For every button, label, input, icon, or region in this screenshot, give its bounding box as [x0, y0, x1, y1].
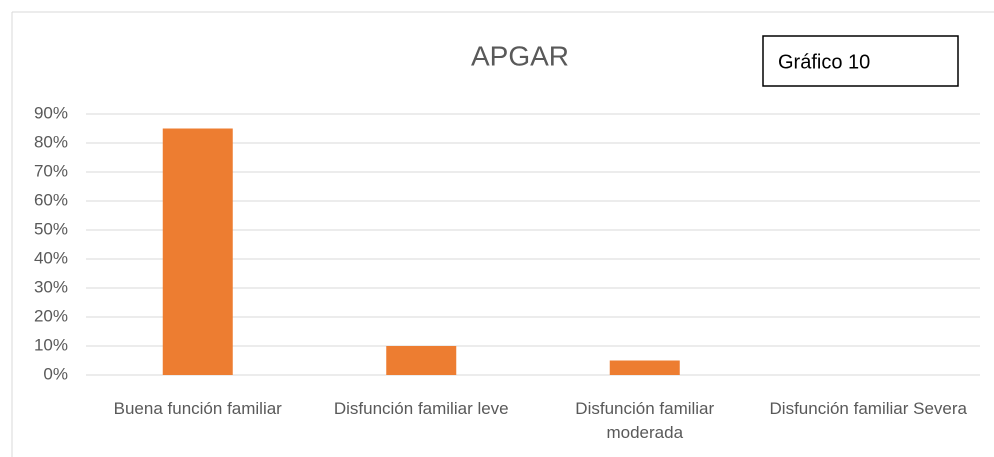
x-tick-label: Disfunción familiar Severa — [769, 399, 967, 418]
y-tick-label: 80% — [34, 132, 68, 151]
x-tick-label: Disfunción familiar leve — [333, 399, 509, 418]
y-tick-label: 40% — [34, 248, 68, 267]
annotation: Gráfico 10 — [778, 51, 870, 73]
y-tick-label: 70% — [34, 161, 68, 180]
y-tick-label: 0% — [43, 364, 68, 383]
bar — [162, 128, 233, 375]
x-tick-label: Buena función familiar — [113, 399, 282, 418]
y-tick-label: 90% — [34, 103, 68, 122]
y-tick-label: 20% — [34, 306, 68, 325]
bar — [386, 346, 457, 375]
chart-title: APGAR — [471, 40, 569, 71]
x-tick-label: Disfunción familiar moderada — [575, 399, 715, 442]
y-tick-label: 50% — [34, 219, 68, 238]
y-tick-label: 30% — [34, 277, 68, 296]
bar — [609, 360, 680, 375]
annotation-box — [762, 35, 959, 87]
y-tick-label: 10% — [34, 335, 68, 354]
y-tick-label: 60% — [34, 190, 68, 209]
